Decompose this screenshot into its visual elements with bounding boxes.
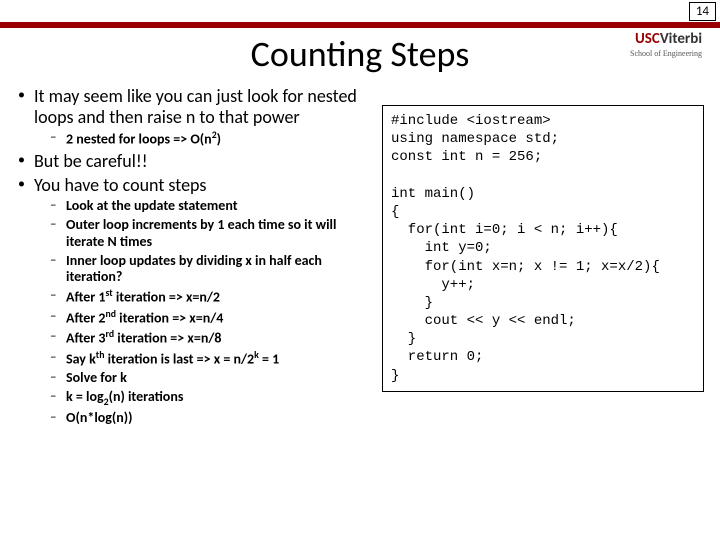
bullet-l2: – Look at the update statement xyxy=(50,198,368,215)
dash-marker: – xyxy=(50,329,66,347)
bullet-text: After 3rd iteration => x=n/8 xyxy=(66,329,221,347)
dash-marker: – xyxy=(50,288,66,306)
header-bar xyxy=(0,22,720,28)
bullet-l2: – Outer loop increments by 1 each time s… xyxy=(50,217,368,251)
bullet-text: Say kth iteration is last => x = n/2k = … xyxy=(66,350,279,368)
page-number: 14 xyxy=(689,2,716,21)
dash-marker: – xyxy=(50,130,66,148)
bullet-text: 2 nested for loops => O(n2) xyxy=(66,130,221,148)
dash-marker: – xyxy=(50,309,66,327)
dash-marker: – xyxy=(50,350,66,368)
bullet-text: After 1st iteration => x=n/2 xyxy=(66,288,220,306)
bullet-text: O(n*log(n)) xyxy=(66,410,133,427)
bullet-text: But be careful!! xyxy=(34,151,148,172)
bullet-text: Solve for k xyxy=(66,370,127,387)
bullet-text: You have to count steps xyxy=(34,175,206,196)
bullet-marker: • xyxy=(18,175,34,196)
dash-marker: – xyxy=(50,198,66,215)
dash-marker: – xyxy=(50,253,66,287)
dash-marker: – xyxy=(50,217,66,251)
bullet-text: After 2nd iteration => x=n/4 xyxy=(66,309,223,327)
bullet-l1: • It may seem like you can just look for… xyxy=(18,86,368,127)
bullet-l2: – Inner loop updates by dividing x in ha… xyxy=(50,253,368,287)
bullet-l1: • You have to count steps xyxy=(18,175,368,196)
slide-title: Counting Steps xyxy=(0,32,720,76)
bullet-l2: – After 1st iteration => x=n/2 xyxy=(50,288,368,306)
bullet-l2: – After 3rd iteration => x=n/8 xyxy=(50,329,368,347)
bullet-text: Look at the update statement xyxy=(66,198,238,215)
bullet-l2: – k = log2(n) iterations xyxy=(50,389,368,409)
bullet-l1: • But be careful!! xyxy=(18,151,368,172)
bullet-marker: • xyxy=(18,86,34,127)
code-box: #include <iostream> using namespace std;… xyxy=(382,105,704,392)
dash-marker: – xyxy=(50,389,66,409)
bullet-text: k = log2(n) iterations xyxy=(66,389,183,409)
dash-marker: – xyxy=(50,370,66,387)
bullet-l2: – Solve for k xyxy=(50,370,368,387)
bullet-l2: – Say kth iteration is last => x = n/2k … xyxy=(50,350,368,368)
bullet-marker: • xyxy=(18,151,34,172)
bullet-l2: – After 2nd iteration => x=n/4 xyxy=(50,309,368,327)
dash-marker: – xyxy=(50,410,66,427)
bullet-l2: – 2 nested for loops => O(n2) xyxy=(50,130,368,148)
bullet-text: Inner loop updates by dividing x in half… xyxy=(66,253,368,287)
bullet-text: It may seem like you can just look for n… xyxy=(34,86,368,127)
bullet-l2: – O(n*log(n)) xyxy=(50,410,368,427)
bullet-content: • It may seem like you can just look for… xyxy=(18,86,368,429)
bullet-text: Outer loop increments by 1 each time so … xyxy=(66,217,368,251)
